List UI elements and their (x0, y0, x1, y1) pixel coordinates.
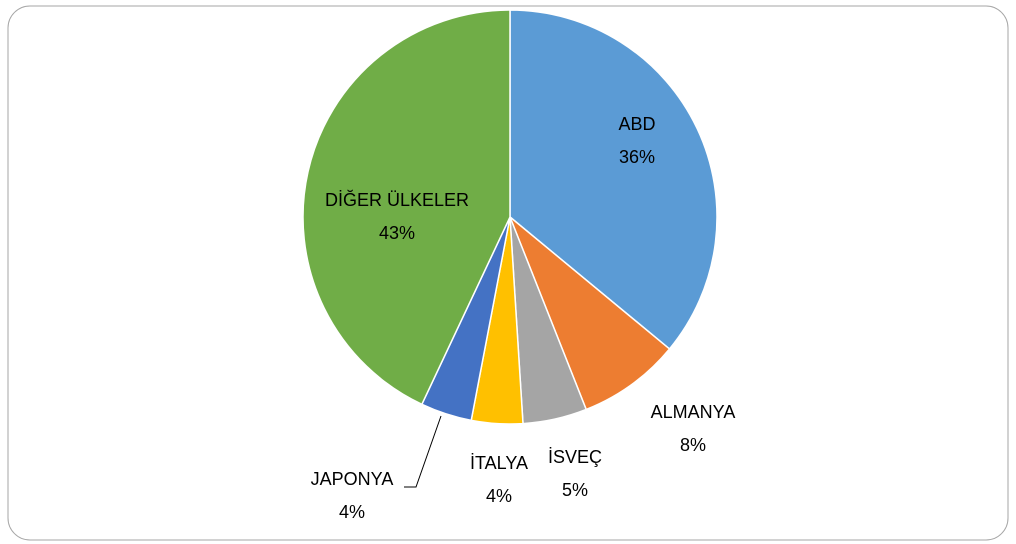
label-value: 43% (379, 223, 415, 243)
label-category: İSVEÇ (548, 447, 602, 467)
label-category: İTALYA (470, 453, 528, 473)
label-category: ALMANYA (651, 402, 736, 422)
label-value: 5% (562, 480, 588, 500)
data-label: DİĞER ÜLKELER 43% (325, 189, 469, 243)
label-category: JAPONYA (311, 469, 394, 489)
data-label: ALMANYA 8% (651, 402, 736, 455)
label-value: 4% (486, 486, 512, 506)
label-value: 36% (619, 147, 655, 167)
data-label: ABD 36% (618, 114, 655, 167)
leader-line (404, 415, 442, 488)
pie-slice (509, 216, 671, 411)
label-category: DİĞER ÜLKELER (325, 189, 469, 210)
label-value: 4% (339, 502, 365, 522)
data-label: İSVEÇ 5% (548, 447, 602, 500)
pie-slice (302, 9, 511, 406)
data-label: İTALYA 4% (470, 453, 528, 506)
data-label: JAPONYA 4% (311, 469, 394, 522)
label-category: ABD (618, 114, 655, 134)
pie-slice (509, 9, 718, 351)
label-value: 8% (680, 435, 706, 455)
